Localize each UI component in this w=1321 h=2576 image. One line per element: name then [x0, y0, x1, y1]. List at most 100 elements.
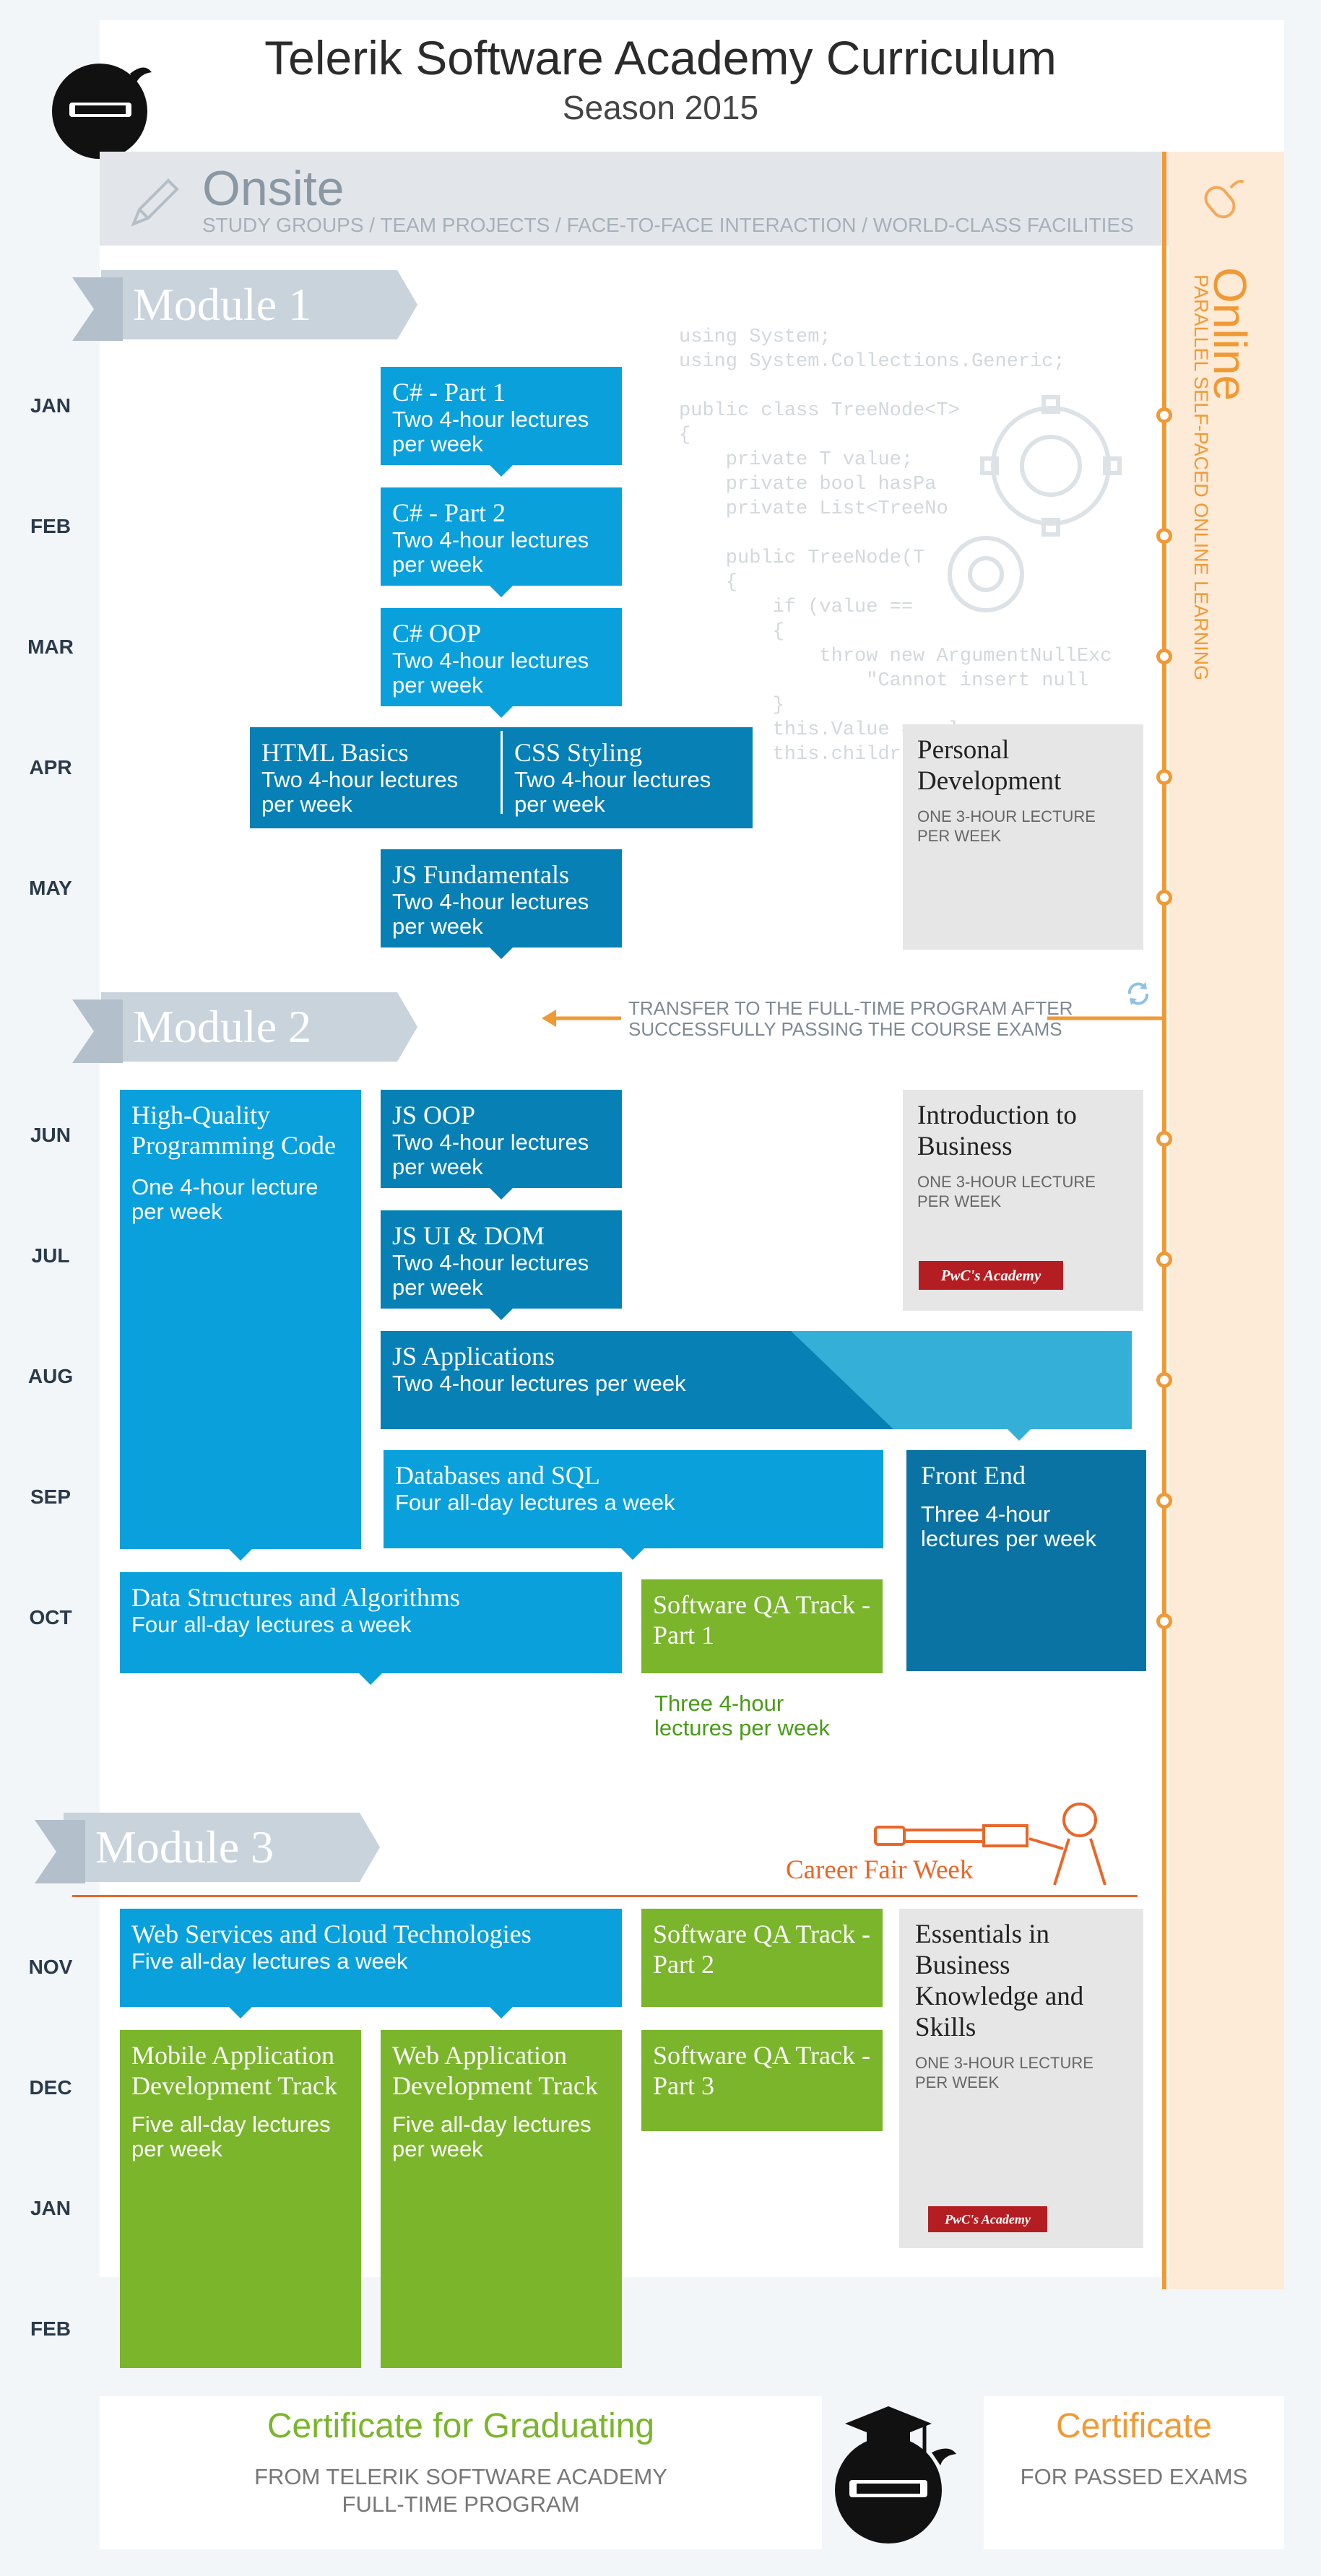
certificate-title: Certificate	[1055, 2407, 1213, 2445]
pencil-icon	[126, 173, 184, 231]
month-label: NOV	[28, 1956, 73, 1978]
timeline-dot	[1156, 890, 1172, 906]
code-line: private bool hasPa	[679, 474, 937, 495]
month-label: DEC	[29, 2076, 72, 2099]
flow-arrow	[621, 1548, 644, 1560]
code-line: using System;	[679, 326, 831, 348]
course-front-end: Front End Three 4-hour lectures per week	[906, 1450, 1146, 1671]
gear-icon	[961, 376, 1141, 556]
code-line: {	[679, 572, 738, 594]
code-line: public TreeNode(T	[679, 547, 925, 569]
month-label: APR	[29, 756, 72, 779]
course-data-structures: Data Structures and Algorithms Four all-d…	[120, 1572, 622, 1673]
course-qa-part-1-desc: Three 4-hour lectures per week	[654, 1691, 830, 1740]
timeline-dot	[1156, 1613, 1172, 1629]
flow-arrow	[1008, 1429, 1031, 1441]
pwc-academy-logo: PwC's Academy	[928, 2206, 1047, 2232]
timeline-dot	[1156, 1131, 1172, 1147]
code-line: using System.Collections.Generic;	[679, 351, 1065, 373]
online-strip	[1169, 152, 1284, 2289]
page-title: Telerik Software Academy Curriculum	[264, 31, 1057, 84]
code-line: this.childr	[679, 744, 901, 766]
graduate-ninja-logo	[816, 2395, 961, 2546]
onsite-subtitle: STUDY GROUPS / TEAM PROJECTS / FACE-TO-F…	[202, 214, 1134, 236]
course-csharp-1: C# - Part 1 Two 4-hour lectures per week	[381, 367, 622, 465]
divider	[501, 731, 503, 814]
course-personal-development: Personal Development ONE 3-HOUR LECTURE P…	[903, 724, 1143, 950]
flow-arrow	[490, 1309, 513, 1320]
month-label: JUN	[30, 1124, 71, 1146]
timeline-dot	[1156, 528, 1172, 544]
course-databases-sql: Databases and SQL Four all-day lectures a…	[384, 1450, 883, 1548]
course-js-ui-dom: JS UI & DOM Two 4-hour lectures per week	[381, 1210, 622, 1309]
timeline-dot	[1156, 1252, 1172, 1267]
pwc-academy-logo: PwC's Academy	[919, 1261, 1063, 1290]
footer-cert-card	[984, 2396, 1284, 2549]
course-csharp-2: C# - Part 2 Two 4-hour lectures per week	[381, 487, 622, 586]
course-css-styling: CSS Styling Two 4-hour lectures per week	[503, 727, 753, 828]
timeline-dot	[1156, 1372, 1172, 1388]
refresh-icon	[1124, 979, 1153, 1008]
online-subtitle: PARALLEL SELF-PACED ONLINE LEARNING	[1190, 274, 1212, 681]
course-high-quality-code: High-Quality Programming Code One 4-hour …	[120, 1090, 361, 1549]
code-line: private List<TreeNo	[679, 498, 948, 520]
graduation-sub-1: FROM TELERIK SOFTWARE ACADEMY	[254, 2464, 667, 2489]
month-label: FEB	[30, 2317, 71, 2340]
onsite-title: Onsite	[202, 161, 345, 216]
flow-arrow	[490, 2007, 513, 2018]
timeline-dot	[1156, 1493, 1172, 1509]
code-line: "Cannot insert null	[679, 670, 1089, 692]
telescope-icon	[874, 1798, 1119, 1899]
code-line: if (value ==	[679, 597, 914, 618]
course-js-oop: JS OOP Two 4-hour lectures per week	[381, 1090, 622, 1188]
graduation-sub-2: FULL-TIME PROGRAM	[342, 2492, 580, 2517]
flow-arrow	[490, 947, 513, 959]
course-essentials-business: Essentials in Business Knowledge and Ski…	[899, 1909, 1143, 2248]
online-timeline-line	[1162, 152, 1166, 2289]
timeline-dot	[1156, 769, 1172, 785]
month-label: JAN	[30, 394, 71, 417]
course-web-services: Web Services and Cloud Technologies Five …	[120, 1909, 622, 2007]
timeline-dot	[1156, 649, 1172, 664]
month-label: MAY	[29, 877, 72, 899]
code-line: {	[679, 621, 784, 643]
career-fair-label: Career Fair Week	[786, 1855, 974, 1885]
module-3-banner: Module 3	[35, 1813, 380, 1883]
course-qa-part-1: Software QA Track - Part 1	[641, 1579, 883, 1673]
month-label: SEP	[30, 1486, 72, 1508]
code-line: private T value;	[679, 449, 914, 471]
graduation-title: Certificate for Graduating	[267, 2407, 655, 2445]
code-line: throw new ArgumentNullExc	[679, 646, 1112, 667]
timeline-dot	[1156, 407, 1172, 423]
gear-icon	[932, 520, 1040, 628]
month-label: JUL	[31, 1244, 70, 1267]
course-web-application: Web Application Development Track Five al…	[381, 2030, 622, 2368]
month-label: OCT	[29, 1606, 72, 1629]
onsite-banner	[100, 152, 1169, 246]
flow-arrow	[359, 1673, 382, 1685]
module-2-banner: Module 2	[72, 992, 417, 1063]
flow-arrow	[229, 2007, 252, 2018]
transfer-arrow	[542, 1007, 1163, 1029]
footer-grad-card	[100, 2396, 822, 2549]
ninja-logo	[49, 58, 152, 160]
course-js-applications: JS Applications Two 4-hour lectures per w…	[392, 1342, 686, 1396]
flow-arrow	[490, 706, 513, 718]
career-fair-line	[72, 1895, 1138, 1897]
code-line: public class TreeNode<T>	[679, 400, 960, 422]
flow-arrow	[229, 1549, 252, 1561]
mouse-icon	[1199, 173, 1249, 224]
month-label: FEB	[30, 515, 71, 537]
flow-arrow	[490, 465, 513, 477]
flow-arrow	[490, 1188, 513, 1200]
course-js-fundamentals: JS Fundamentals Two 4-hour lectures per w…	[381, 849, 622, 947]
month-label: AUG	[27, 1365, 74, 1387]
code-line: }	[679, 695, 784, 716]
certificate-sub: FOR PASSED EXAMS	[1020, 2464, 1248, 2489]
course-qa-part-2: Software QA Track - Part 2	[641, 1909, 883, 2007]
course-csharp-oop: C# OOP Two 4-hour lectures per week	[381, 608, 622, 706]
month-label: MAR	[27, 636, 74, 658]
module-1-banner: Module 1	[72, 270, 417, 341]
course-qa-part-3: Software QA Track - Part 3	[641, 2030, 883, 2131]
course-html-basics: HTML Basics Two 4-hour lectures per week	[250, 727, 503, 828]
